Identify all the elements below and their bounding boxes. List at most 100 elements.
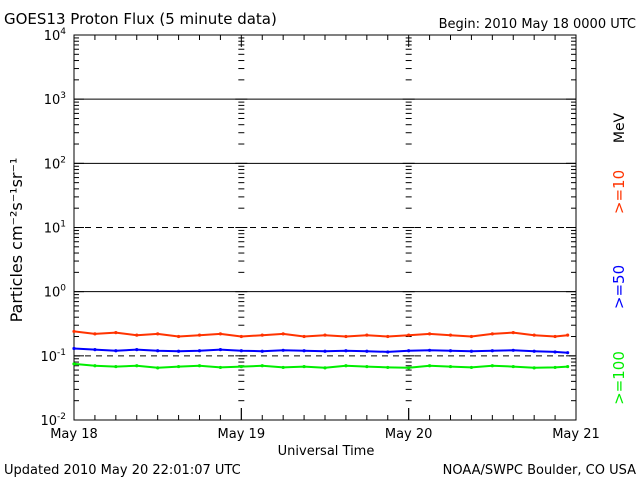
plot-frame: [73, 34, 577, 421]
y-tick-label-0: 10-2: [40, 412, 66, 429]
series-point-1-12: [323, 349, 327, 353]
y-tick-label-2: 100: [44, 284, 67, 301]
series-point-1-22: [532, 349, 536, 353]
series-point-2-2: [114, 364, 118, 369]
series-point-2-0: [72, 362, 76, 366]
series-point-0-1: [93, 332, 97, 336]
series-point-2-18: [448, 364, 453, 369]
series-point-0-11: [302, 334, 306, 339]
series-point-0-13: [344, 334, 348, 339]
series-point-2-9: [260, 364, 264, 368]
begin-time: Begin: 2010 May 18 0000 UTC: [439, 17, 636, 32]
series-point-0-10: [281, 332, 285, 336]
plot-area: 10-2 10-1 100 101 102 103 104 May 18 May 19 May 2…: [40, 27, 599, 442]
series-point-1-4: [156, 349, 160, 353]
series-point-2-24: [566, 364, 570, 369]
series-point-0-22: [532, 333, 536, 337]
series-point-0-8: [239, 334, 243, 339]
series-point-1-16: [407, 349, 411, 353]
series-point-2-15: [386, 365, 390, 370]
credit-text: NOAA/SWPC Boulder, CO USA: [443, 463, 636, 478]
y-tick-label-3: 101: [44, 220, 66, 237]
series-point-0-20: [490, 332, 494, 336]
series-point-0-16: [407, 333, 411, 337]
series-point-2-12: [323, 366, 327, 370]
series-point-0-23: [553, 334, 557, 339]
series-point-1-6: [197, 349, 202, 353]
series-point-1-21: [511, 348, 515, 352]
series-point-1-18: [448, 349, 453, 353]
series-point-0-2: [114, 331, 118, 335]
series-point-0-3: [135, 333, 139, 337]
series-point-2-17: [427, 364, 432, 368]
series-point-1-5: [176, 349, 181, 353]
series-point-2-19: [469, 365, 474, 370]
series-point-1-0: [72, 346, 76, 351]
series-point-2-10: [281, 365, 285, 370]
series-point-0-5: [176, 334, 181, 339]
series-point-1-23: [553, 350, 557, 354]
series-point-0-4: [156, 332, 160, 336]
series-point-1-14: [365, 349, 369, 353]
series-point-0-14: [365, 333, 369, 337]
legend: MeV >=10 >=50 >=100: [610, 112, 628, 404]
series-point-0-21: [511, 331, 515, 335]
series-point-1-17: [427, 348, 432, 352]
legend-entry-0: >=10: [610, 170, 628, 214]
x-axis-label: Universal Time: [278, 444, 375, 459]
series-point-0-7: [218, 332, 223, 336]
y-tick-label-4: 102: [44, 155, 66, 172]
series-point-2-13: [344, 364, 348, 368]
series-point-0-17: [427, 332, 432, 336]
y-tick-label-5: 103: [44, 91, 66, 108]
series-point-1-13: [344, 349, 348, 353]
legend-entry-2: >=100: [610, 351, 628, 405]
legend-unit: MeV: [612, 112, 628, 143]
y-axis-label: Particles cm⁻²s⁻¹sr⁻¹: [7, 158, 26, 323]
series-point-2-21: [511, 364, 515, 369]
updated-time: Updated 2010 May 20 22:01:07 UTC: [4, 463, 241, 478]
series-point-0-6: [197, 333, 202, 337]
series-point-1-24: [566, 351, 570, 355]
x-tick-label-1: May 19: [218, 427, 266, 442]
series-point-2-4: [156, 366, 160, 370]
series-point-1-15: [386, 350, 390, 354]
series-point-0-9: [260, 333, 264, 337]
series-point-2-22: [532, 366, 536, 370]
series-point-2-8: [239, 364, 243, 369]
series-point-0-15: [386, 334, 390, 339]
series-point-1-9: [260, 349, 264, 353]
legend-entry-1: >=50: [610, 265, 628, 309]
series-point-1-8: [239, 349, 243, 353]
series-point-1-19: [469, 349, 474, 353]
series-point-1-11: [302, 349, 306, 353]
series-point-0-19: [469, 334, 474, 339]
series-point-0-12: [323, 333, 327, 337]
series-point-2-6: [197, 364, 202, 368]
series-point-2-1: [93, 364, 97, 368]
y-tick-label-1: 10-1: [40, 348, 66, 365]
series-point-2-16: [407, 366, 411, 370]
series-point-2-14: [365, 364, 369, 369]
series-point-1-7: [218, 348, 223, 352]
series-point-0-0: [72, 329, 76, 334]
y-tick-label-6: 104: [44, 27, 67, 44]
series-point-1-1: [93, 348, 97, 352]
series-point-2-3: [135, 364, 139, 368]
series-point-1-3: [135, 348, 139, 352]
series-point-2-7: [218, 365, 223, 370]
series-point-1-20: [490, 349, 494, 353]
series-point-2-11: [302, 364, 306, 369]
series-point-0-24: [566, 333, 570, 337]
series-point-2-20: [490, 364, 494, 368]
x-tick-label-3: May 21: [552, 427, 600, 442]
x-tick-label-2: May 20: [385, 427, 433, 442]
series-point-1-2: [114, 349, 118, 353]
series-point-2-5: [176, 364, 181, 369]
series-point-0-18: [448, 333, 453, 337]
series-point-1-10: [281, 348, 285, 352]
series-point-2-23: [553, 365, 557, 370]
chart-title: GOES13 Proton Flux (5 minute data): [4, 10, 277, 28]
x-tick-label-0: May 18: [50, 427, 98, 442]
